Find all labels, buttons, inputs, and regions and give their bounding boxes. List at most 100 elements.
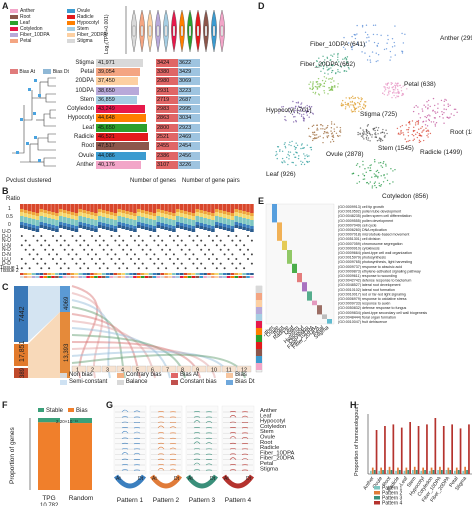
- ratio-segment: [109, 225, 114, 228]
- umap-point: [330, 85, 333, 88]
- legend-label: Stigma: [77, 38, 93, 44]
- h-bar: [400, 427, 403, 474]
- umap-point: [382, 162, 384, 165]
- umap-point: [362, 106, 364, 109]
- umap-point: [345, 59, 348, 61]
- umap-point: [330, 121, 333, 123]
- umap-point: [360, 108, 362, 111]
- umap-point: [320, 124, 322, 126]
- ratio-segment: [168, 219, 172, 225]
- umap-point: [447, 116, 449, 119]
- tissue-label: Stigma: [75, 59, 94, 66]
- umap-point: [363, 130, 365, 133]
- ratio-segment: [160, 210, 164, 213]
- umap-point: [400, 129, 402, 132]
- umap-point: [449, 116, 451, 118]
- umap-point: [377, 127, 380, 129]
- ratio-segment: [242, 204, 246, 211]
- left-value-top: 7442: [19, 306, 26, 322]
- umap-point: [293, 145, 296, 148]
- umap-point: [375, 136, 378, 139]
- umap-point: [453, 108, 456, 110]
- umap-point: [424, 124, 427, 126]
- umap-point: [301, 110, 303, 112]
- ratio-segment: [23, 217, 28, 223]
- left-block-top: [14, 286, 28, 342]
- gene-bar-wrap: 40,176: [96, 160, 150, 169]
- tissue-label: Stem: [79, 96, 94, 103]
- umap-point: [392, 86, 395, 88]
- ratio-segment: [218, 204, 223, 210]
- umap-point: [331, 132, 334, 134]
- umap-point: [291, 113, 294, 116]
- ratio-segment: [82, 223, 86, 226]
- track-peak: [157, 416, 177, 418]
- pattern-dot: [79, 244, 82, 247]
- go-term-label: (GO:0048235) pollen sperm cell different…: [338, 214, 411, 218]
- tissue-label: 10DPA: [75, 87, 94, 94]
- violin-box: [148, 25, 152, 37]
- umap-point: [317, 77, 320, 80]
- go-term-label: (GO:0006979) response to oxidative stres…: [338, 297, 407, 301]
- umap-point: [309, 136, 312, 138]
- umap-point: [369, 134, 372, 136]
- umap-point: [315, 60, 318, 62]
- legend-item: Cotyledon: [10, 26, 65, 32]
- heatmap-block: [292, 263, 297, 273]
- track-peak: [157, 446, 177, 450]
- umap-point: [300, 147, 302, 150]
- umap-point: [384, 87, 386, 89]
- ratio-segment: [62, 217, 67, 223]
- track-peak: [121, 421, 141, 423]
- umap-point: [393, 91, 395, 93]
- umap-point: [339, 126, 342, 129]
- ratio-segment: [140, 223, 145, 226]
- mid-block-bottom: [60, 312, 70, 378]
- cluster-label: Cotyledon (856): [382, 193, 428, 200]
- pattern-dot: [196, 267, 199, 270]
- h-bar: [445, 470, 448, 474]
- pattern-dot: [40, 267, 43, 270]
- gene-bar-wrap: 44,648: [96, 114, 150, 123]
- ratio-segment: [144, 211, 149, 214]
- umap-point: [376, 169, 379, 172]
- umap-point: [328, 89, 331, 92]
- umap-point: [295, 146, 297, 149]
- umap-point: [330, 123, 333, 125]
- umap-point: [377, 177, 379, 179]
- umap-point: [428, 118, 430, 121]
- pattern-dot: [94, 239, 97, 242]
- umap-point: [356, 33, 358, 35]
- pattern-dot: [110, 235, 113, 237]
- umap-point: [421, 131, 423, 133]
- umap-point: [297, 101, 300, 103]
- umap-point: [321, 79, 324, 82]
- umap-point: [417, 106, 419, 108]
- umap-point: [402, 85, 404, 87]
- umap-point: [312, 133, 314, 135]
- umap-point: [365, 171, 367, 174]
- ratio-segment: [129, 228, 133, 231]
- umap-point: [344, 108, 347, 110]
- tissue-2-cell: [168, 276, 172, 278]
- umap-point: [424, 115, 426, 118]
- umap-point: [294, 116, 296, 118]
- legend-item: Fiber_20DPA: [67, 32, 122, 38]
- tissue-2-cell: [105, 276, 110, 278]
- pair-bias-at: 2863: [156, 114, 178, 123]
- umap-point: [362, 178, 364, 181]
- umap-point: [287, 163, 289, 166]
- ratio-segment: [164, 204, 168, 211]
- ratio-segment: [31, 204, 36, 212]
- at-label: At: [116, 476, 121, 482]
- gene-bar: [96, 105, 145, 114]
- ratio-segment: [148, 215, 153, 219]
- umap-point: [384, 134, 386, 137]
- pattern-dot: [165, 267, 168, 270]
- umap-point: [322, 85, 324, 87]
- umap-point: [356, 163, 359, 165]
- bias-type-legend: Non bias Contrary bias Bias At Bias Semi-con…: [60, 372, 260, 386]
- umap-point: [356, 41, 359, 43]
- umap-point: [383, 132, 386, 134]
- pattern-dot: [235, 267, 238, 270]
